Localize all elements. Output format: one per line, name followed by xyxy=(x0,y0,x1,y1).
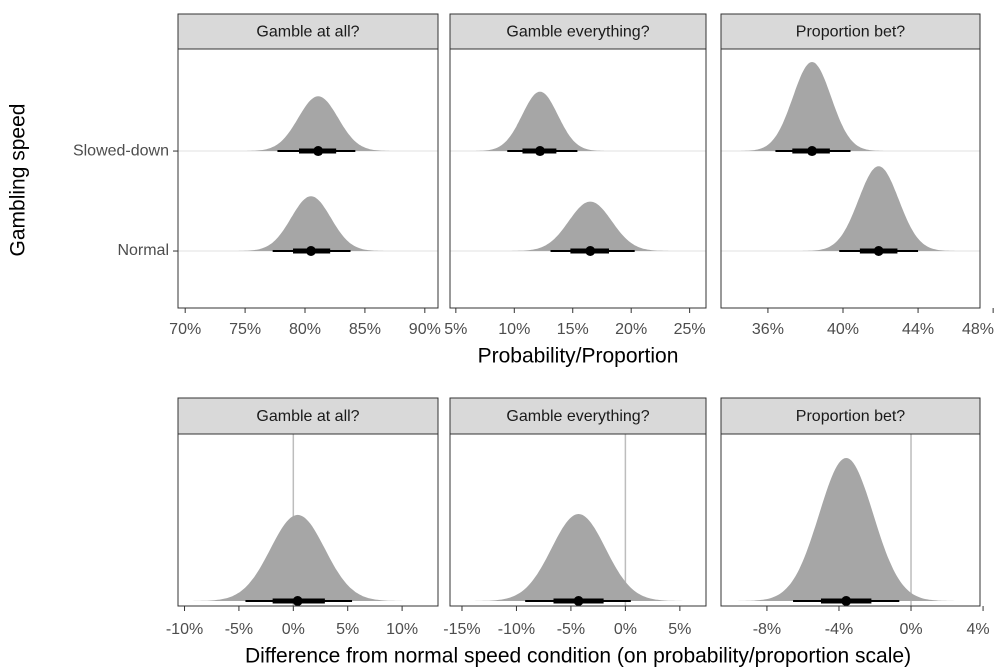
panel-content xyxy=(721,62,980,257)
x-tick-label: 44% xyxy=(902,321,934,338)
x-tick-label: 36% xyxy=(752,321,784,338)
panel-border xyxy=(177,433,439,607)
point xyxy=(535,146,546,157)
slab xyxy=(735,62,889,151)
x-axis-title: Probability/Proportion xyxy=(478,345,679,368)
x-tick-label: -4% xyxy=(825,621,853,638)
x-tick-label: 5% xyxy=(336,621,359,638)
slab xyxy=(504,201,677,251)
strip-title: Proportion bet? xyxy=(796,408,906,425)
panel-border xyxy=(449,48,707,309)
point xyxy=(573,596,584,606)
slab xyxy=(470,514,687,601)
slab xyxy=(231,196,391,251)
x-tick-label: 15% xyxy=(557,321,589,338)
x-tick-label: -15% xyxy=(443,621,480,638)
strip-title: Gamble everything? xyxy=(506,408,649,425)
strip xyxy=(177,397,439,435)
x-tick-label: 0% xyxy=(282,621,305,638)
x-tick-label: 0% xyxy=(899,621,922,638)
x-tick-label: 48% xyxy=(962,321,994,338)
x-tick-label: 85% xyxy=(349,321,381,338)
point xyxy=(585,246,596,257)
point xyxy=(807,146,818,157)
x-tick-label: -5% xyxy=(557,621,585,638)
slab xyxy=(188,514,407,601)
x-tick-label: 25% xyxy=(674,321,706,338)
panel-border xyxy=(177,48,439,309)
point xyxy=(292,596,303,606)
panel-content xyxy=(450,91,706,257)
panel-border xyxy=(720,433,981,607)
x-tick-label: 5% xyxy=(444,321,467,338)
strip-title: Proportion bet? xyxy=(796,24,906,41)
panel-content xyxy=(737,434,955,606)
y-tick-label: Slowed-down xyxy=(73,142,169,159)
x-tick-label: -10% xyxy=(498,621,535,638)
slab xyxy=(798,166,960,251)
panel-content xyxy=(470,434,687,606)
point xyxy=(841,596,852,606)
x-tick-label: 40% xyxy=(827,321,859,338)
strip xyxy=(177,13,439,50)
y-tick-label: Normal xyxy=(117,242,169,259)
panel-content xyxy=(178,96,438,257)
panel-border xyxy=(720,48,981,309)
strip-title: Gamble at all? xyxy=(256,24,359,41)
strip-title: Gamble at all? xyxy=(256,408,359,425)
x-tick-label: -10% xyxy=(166,621,203,638)
strip-title: Gamble everything? xyxy=(506,24,649,41)
point xyxy=(873,246,884,257)
x-tick-label: 10% xyxy=(386,621,418,638)
slab xyxy=(238,96,398,151)
x-tick-label: 80% xyxy=(289,321,321,338)
x-tick-label: -5% xyxy=(225,621,253,638)
x-tick-label: 4% xyxy=(966,621,989,638)
point xyxy=(305,246,316,257)
x-tick-label: 20% xyxy=(615,321,647,338)
slab xyxy=(468,91,612,151)
point xyxy=(313,146,324,157)
strip xyxy=(720,397,981,435)
x-tick-label: 0% xyxy=(614,621,637,638)
strip xyxy=(720,13,981,50)
x-axis-title: Difference from normal speed condition (… xyxy=(245,645,911,668)
panel-border xyxy=(449,433,707,607)
x-tick-label: 10% xyxy=(498,321,530,338)
x-tick-label: 90% xyxy=(409,321,441,338)
x-tick-label: 5% xyxy=(668,621,691,638)
panel-content xyxy=(188,434,407,606)
x-tick-label: -8% xyxy=(753,621,781,638)
x-tick-label: 75% xyxy=(229,321,261,338)
x-tick-label: 70% xyxy=(169,321,201,338)
y-axis-title: Gambling speed xyxy=(7,104,30,257)
slab xyxy=(737,458,955,601)
